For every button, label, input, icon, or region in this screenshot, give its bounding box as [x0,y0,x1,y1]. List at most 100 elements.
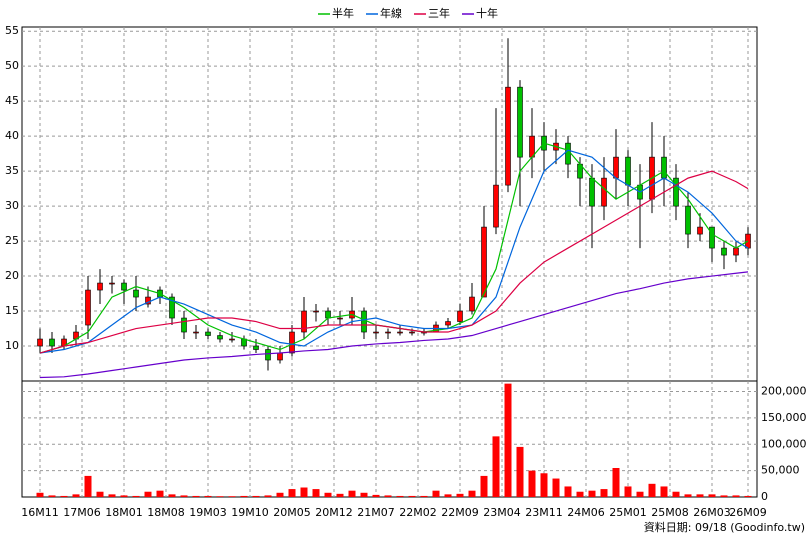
candle-body [565,142,571,165]
x-tick-label: 22M09 [441,506,479,519]
footer: 資料日期: 09/18 (Goodinfo.tw) [644,520,805,534]
x-tick-label: 22M02 [399,506,437,519]
volume-bar [588,490,596,497]
volume-bar [504,383,512,497]
volume-bar [576,491,584,497]
y-tick-label: 50,000 [761,464,800,477]
legend-label: 十年 [476,6,498,20]
volume-bar [732,495,740,497]
volume-bar [660,486,668,497]
volume-bar [612,468,620,497]
x-tick-label: 19M03 [189,506,227,519]
x-tick-label: 26M03 [693,506,731,519]
volume-bar [156,490,164,497]
volume-bar [288,489,296,497]
candle-body [685,205,691,235]
volume-bar [168,494,176,497]
volume-bar [648,483,656,497]
volume-bar [528,470,536,497]
volume-bar [276,492,284,497]
volume-bar [48,495,56,497]
volume-bar [624,486,632,497]
candle-body [529,135,535,158]
y-tick-label: 150,000 [761,411,807,424]
candle-body [493,184,499,228]
candle-body [265,349,271,361]
y-tick-label: 20 [5,269,19,282]
ma-line [39,271,749,379]
volume-bar [540,473,548,497]
volume-bar [336,493,344,497]
x-tick-label: 18M08 [147,506,185,519]
volume-bar [228,496,236,497]
volume-bar [264,495,272,497]
candle-body [229,338,235,341]
y-tick-label: 0 [761,490,768,503]
y-tick-label: 100,000 [761,437,807,450]
candle-body [289,331,295,354]
volume-bar [300,487,308,497]
volume-bar [720,495,728,497]
candle-body [361,310,367,333]
candle-body [601,177,607,207]
candle-body [169,296,175,319]
y-tick-label: 40 [5,129,19,142]
x-tick-label: 17M06 [63,506,101,519]
x-tick-label: 16M11 [21,506,59,519]
x-tick-label: 26M09 [729,506,767,519]
volume-bar [420,495,428,497]
candle-body [217,335,223,340]
ma-line [39,149,749,354]
candle-body [49,338,55,347]
y-tick-label: 50 [5,59,19,72]
legend-label: 年線 [380,6,402,20]
candle-body [397,331,403,334]
volume-bar [120,495,128,497]
candle-body [85,289,91,326]
y-tick-label: 35 [5,164,19,177]
volume-bar [240,495,248,497]
volume-bar [600,489,608,497]
volume-bar [192,495,200,497]
candle-body [37,338,43,347]
candle-body [277,352,283,361]
volume-bar [252,495,260,497]
x-tick-label: 25M01 [609,506,647,519]
legend-label: 半年 [332,6,354,20]
y-tick-label: 10 [5,339,19,352]
candle-body [469,296,475,312]
volume-bar [96,491,104,497]
volume-bar [108,494,116,497]
candle-body [457,310,463,322]
volume-bar [708,494,716,497]
candle-body [661,156,667,179]
y-tick-label: 200,000 [761,385,807,398]
x-tick-label: 23M04 [483,506,521,519]
volume-bar [216,496,224,497]
candle-body [145,296,151,305]
volume-bar [432,490,440,497]
volume-bar [132,495,140,497]
volume-bar [696,494,704,497]
candle-body [709,226,715,249]
ma-line [39,142,749,354]
volume-bar [312,489,320,497]
volume-bar [204,495,212,497]
x-tick-label: 20M05 [273,506,311,519]
candle-body [313,310,319,313]
candle-body [121,282,127,291]
candle-body [721,247,727,256]
candle-body [253,345,259,350]
candle-body [301,310,307,333]
volume-bar [180,495,188,497]
legend-label: 三年 [428,6,450,20]
volume-bar [72,494,80,497]
volume-bar [516,446,524,497]
y-tick-label: 55 [5,24,19,37]
candle-body [337,317,343,320]
volume-bar [144,491,152,497]
candle-body [373,331,379,334]
volume-bar [36,492,44,497]
volume-bar [564,486,572,497]
volume-bar [456,493,464,497]
